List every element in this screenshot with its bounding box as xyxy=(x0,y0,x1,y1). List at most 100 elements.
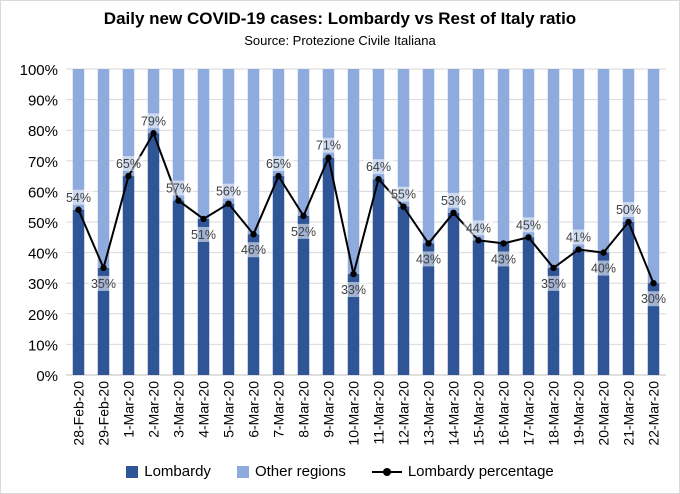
data-label: 65% xyxy=(266,157,291,171)
line-point xyxy=(250,231,257,238)
data-label: 55% xyxy=(391,188,416,202)
data-label: 52% xyxy=(291,225,316,239)
y-tick-label: 80% xyxy=(28,123,58,140)
data-label-bg xyxy=(488,251,519,267)
data-label: 40% xyxy=(591,262,616,276)
y-tick-label: 60% xyxy=(28,184,58,201)
x-tick-label: 10-Mar-20 xyxy=(346,381,362,446)
y-tick-label: 50% xyxy=(28,215,58,232)
data-label: 45% xyxy=(516,218,541,232)
bar-other-regions xyxy=(472,69,485,241)
data-label-bg xyxy=(263,156,294,172)
data-label: 35% xyxy=(91,277,116,291)
legend-item-other-regions: Other regions xyxy=(236,463,346,480)
x-tick-label: 21-Mar-20 xyxy=(621,381,637,446)
line-point xyxy=(400,203,407,210)
line-point xyxy=(325,154,332,161)
line-point xyxy=(500,240,507,247)
data-label-bg xyxy=(288,223,319,239)
bar-lombardy xyxy=(472,240,485,375)
bar-lombardy xyxy=(297,215,310,375)
legend-label-other-regions: Other regions xyxy=(254,463,346,480)
bar-other-regions xyxy=(272,69,285,177)
x-tick-label: 15-Mar-20 xyxy=(471,381,487,446)
data-label-bg xyxy=(313,137,344,153)
bar-lombardy xyxy=(247,234,260,375)
line-point xyxy=(75,206,82,213)
bar-other-regions xyxy=(497,69,510,244)
bar-other-regions xyxy=(122,69,135,177)
bar-lombardy xyxy=(197,218,210,375)
bar-lombardy xyxy=(447,212,460,375)
line-point xyxy=(100,264,107,272)
bar-lombardy xyxy=(347,274,360,375)
bar-other-regions xyxy=(522,69,535,238)
bar-other-regions xyxy=(347,69,360,275)
data-label-bg xyxy=(613,202,644,217)
bar-lombardy xyxy=(572,249,585,375)
bar-lombardy xyxy=(122,176,135,375)
line-point xyxy=(600,249,607,256)
x-tick-label: 8-Mar-20 xyxy=(296,381,312,438)
bar-other-regions xyxy=(147,69,160,134)
line-point xyxy=(450,209,457,217)
data-label: 65% xyxy=(116,157,141,171)
data-label-bg xyxy=(513,217,544,233)
bar-lombardy xyxy=(397,206,410,375)
line-point xyxy=(225,200,232,207)
bar-other-regions xyxy=(72,69,85,210)
x-tick-label: 4-Mar-20 xyxy=(196,381,212,438)
y-tick-label: 70% xyxy=(28,154,58,171)
data-label: 51% xyxy=(191,228,216,242)
bar-lombardy xyxy=(497,243,510,375)
line-point xyxy=(175,197,182,204)
data-label: 46% xyxy=(241,243,266,257)
data-label-bg xyxy=(413,251,444,267)
legend-item-lombardy-percentage: Lombardy percentage xyxy=(371,463,554,480)
bar-lombardy xyxy=(322,157,335,375)
line-point xyxy=(150,130,157,137)
x-tick-label: 7-Mar-20 xyxy=(271,381,287,438)
line-point xyxy=(475,237,482,244)
y-tick-label: 100% xyxy=(20,62,58,79)
legend-item-lombardy: Lombardy xyxy=(126,463,211,480)
data-label: 53% xyxy=(441,194,466,208)
x-tick-label: 28-Feb-20 xyxy=(71,381,87,446)
bar-lombardy xyxy=(72,209,85,375)
x-tick-label: 6-Mar-20 xyxy=(246,381,262,438)
bar-lombardy xyxy=(147,133,160,375)
x-tick-label: 17-Mar-20 xyxy=(521,381,537,446)
x-tick-label: 18-Mar-20 xyxy=(546,381,562,446)
bar-lombardy xyxy=(597,252,610,375)
line-point xyxy=(300,212,307,220)
x-tick-label: 12-Mar-20 xyxy=(396,381,412,446)
data-label: 79% xyxy=(141,114,166,128)
data-label-bg xyxy=(363,159,394,175)
data-label: 50% xyxy=(616,203,641,217)
data-label-bg xyxy=(188,226,219,242)
y-tick-label: 40% xyxy=(28,246,58,263)
chart-subtitle: Source: Protezione Civile Italiana xyxy=(244,33,436,48)
bar-lombardy xyxy=(97,267,110,375)
bar-other-regions xyxy=(422,69,435,244)
y-tick-label: 20% xyxy=(28,307,58,324)
bar-other-regions xyxy=(447,69,460,213)
data-label-bg xyxy=(563,229,594,245)
line-point xyxy=(525,234,532,241)
bar-lombardy xyxy=(522,237,535,375)
data-label: 43% xyxy=(416,252,441,266)
chart-title: Daily new COVID-19 cases: Lombardy vs Re… xyxy=(103,9,577,28)
bar-lombardy xyxy=(647,283,660,375)
x-tick-label: 9-Mar-20 xyxy=(321,381,337,438)
x-tick-label: 14-Mar-20 xyxy=(446,381,462,446)
legend-label-lombardy-percentage: Lombardy percentage xyxy=(407,463,554,480)
bar-other-regions xyxy=(97,69,110,268)
data-label: 54% xyxy=(66,191,91,205)
data-label-bg xyxy=(588,260,619,276)
y-tick-label: 90% xyxy=(28,93,58,110)
bar-other-regions xyxy=(322,69,335,158)
data-label-bg xyxy=(538,275,569,291)
x-tick-label: 16-Mar-20 xyxy=(496,381,512,446)
line-point xyxy=(650,280,657,287)
